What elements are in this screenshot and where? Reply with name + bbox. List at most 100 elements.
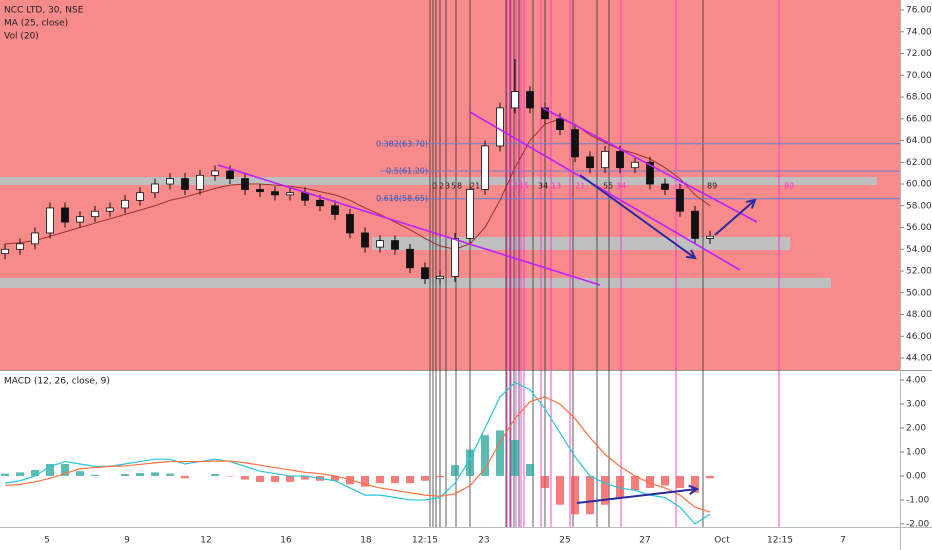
- histogram-bar: [391, 475, 399, 484]
- candle-body: [16, 243, 24, 250]
- histogram-bar: [376, 475, 384, 484]
- histogram-bar: [496, 430, 504, 476]
- histogram-bar: [166, 473, 174, 476]
- histogram-bar: [16, 472, 24, 476]
- y-tick-label: 60.00: [906, 180, 932, 190]
- fib-time-label: 0: [432, 182, 437, 191]
- histogram-bar: [241, 475, 249, 480]
- candle-body: [211, 170, 219, 176]
- candle-body: [46, 207, 54, 234]
- candle-body: [661, 183, 669, 190]
- histogram-bar: [616, 475, 624, 498]
- candle-body: [466, 189, 474, 239]
- histogram-bar: [331, 475, 339, 481]
- y-tick-label: 1.00: [906, 447, 926, 457]
- candle-body: [271, 191, 279, 196]
- y-tick-label: 64.00: [906, 136, 932, 146]
- y-tick-label: 4.00: [906, 376, 926, 386]
- candle-body: [646, 161, 654, 185]
- histogram-bar: [286, 475, 294, 482]
- candle-body: [436, 276, 444, 280]
- histogram-bar: [46, 463, 54, 476]
- x-tick-label: Oct: [714, 536, 730, 546]
- y-tick-label: 56.00: [906, 223, 932, 233]
- histogram-bar: [1, 473, 9, 476]
- candle-body: [316, 199, 324, 207]
- indicator-label: MA (25, close): [4, 19, 68, 29]
- histogram-bar: [406, 475, 414, 484]
- candle-body: [256, 189, 264, 193]
- candle-body: [571, 129, 579, 158]
- candle-body: [76, 216, 84, 223]
- y-tick-label: 3.00: [906, 400, 926, 410]
- histogram-bar: [481, 435, 489, 476]
- signal-line: [4, 396, 711, 513]
- histogram-bar: [451, 465, 459, 476]
- fib-level-label: 0.5(61.20): [386, 166, 428, 175]
- candle-body: [511, 91, 519, 109]
- fib-time-label: 13: [551, 182, 561, 191]
- y-tick-label: 52.00: [906, 267, 932, 277]
- trend-line: [217, 164, 601, 286]
- candle-body: [406, 248, 414, 269]
- arrow: [576, 488, 698, 504]
- histogram-bar: [121, 474, 129, 476]
- histogram-bar: [136, 473, 144, 476]
- candle-body: [391, 240, 399, 250]
- y-tick-label: 50.00: [906, 288, 932, 298]
- candle-body: [556, 118, 564, 131]
- candle-body: [586, 156, 594, 169]
- candle-body: [331, 205, 339, 215]
- candle-body: [706, 235, 714, 239]
- y-tick-label: 44.00: [906, 354, 932, 364]
- fib-time-label: 2: [513, 182, 518, 191]
- zone: [0, 177, 877, 185]
- candle-body: [226, 170, 234, 179]
- fib-time-label: 1: [508, 182, 513, 191]
- fib-level-label: 0.618(58.65): [376, 194, 428, 203]
- y-tick-label: 74.00: [906, 27, 932, 37]
- x-tick-label: 25: [559, 536, 570, 546]
- fib-time-label: 3: [445, 182, 450, 191]
- y-tick-label: 72.00: [906, 49, 932, 59]
- histogram-bar: [586, 475, 594, 515]
- histogram-bar: [706, 475, 714, 479]
- candle-body: [361, 232, 369, 248]
- zone: [0, 278, 831, 288]
- histogram-bar: [466, 449, 474, 476]
- histogram-bar: [361, 475, 369, 487]
- histogram-bar: [76, 471, 84, 476]
- y-tick-label: 62.00: [906, 158, 932, 168]
- candle-body: [31, 232, 39, 245]
- arrow: [579, 174, 696, 259]
- candle-body: [676, 189, 684, 212]
- fib-time-label: 21: [575, 182, 585, 191]
- fib-time-label: 34: [538, 182, 548, 191]
- histogram-bar: [526, 463, 534, 476]
- candle-body: [166, 178, 174, 185]
- fib-time-label: 2: [439, 182, 444, 191]
- histogram-bar: [691, 475, 699, 493]
- histogram-bar: [676, 475, 684, 488]
- histogram-bar: [61, 463, 69, 476]
- arrow-head: [745, 198, 757, 209]
- y-tick-label: 54.00: [906, 245, 932, 255]
- y-tick-label: 68.00: [906, 93, 932, 103]
- histogram-bar: [631, 475, 639, 491]
- fib-time-label: 5: [524, 182, 529, 191]
- histogram-bar: [511, 440, 519, 476]
- candle-body: [616, 150, 624, 169]
- histogram-bar: [271, 475, 279, 482]
- histogram-bar: [31, 469, 39, 476]
- indicator-label: Vol (20): [4, 32, 39, 42]
- histogram-bar: [181, 475, 189, 479]
- histogram-bar: [151, 472, 159, 476]
- trend-line: [469, 111, 741, 271]
- candle-body: [481, 145, 489, 190]
- x-tick-label: 16: [280, 536, 292, 546]
- candle-body: [496, 107, 504, 147]
- fib-time-label: 34: [616, 182, 626, 191]
- y-tick-label: 2.00: [906, 424, 926, 434]
- fib-time-label: 3: [518, 182, 523, 191]
- fib-time-label: 21: [470, 182, 480, 191]
